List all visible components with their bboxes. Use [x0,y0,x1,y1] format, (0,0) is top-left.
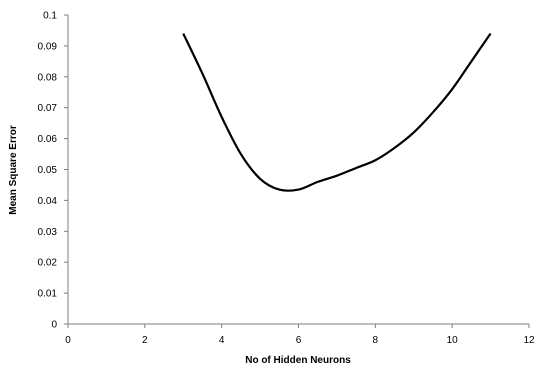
y-tick-label: 0 [51,320,57,331]
x-tick-label: 12 [523,335,535,346]
y-tick-label: 0.05 [38,165,58,176]
axes [67,15,529,325]
series-line-0 [182,32,492,192]
y-tick-label: 0.03 [38,227,58,238]
x-tick-label: 6 [296,335,302,346]
y-tick-label: 0.08 [38,72,58,83]
x-tick-label: 2 [142,335,148,346]
y-tick-label: 0.09 [38,41,58,52]
x-tick-labels: 0 2 4 6 8 10 12 [65,335,535,346]
series-layer [182,32,492,192]
y-tick-label: 0.02 [38,258,58,269]
y-axis-label: Mean Square Error [8,125,19,215]
y-tick-label: 0.06 [38,134,58,145]
y-tick-labels: 0 0.01 0.02 0.03 0.04 0.05 0.06 0.07 0.08 0.09 0.1 [38,11,58,331]
x-tick-label: 10 [447,335,459,346]
y-tick-label: 0.01 [38,289,58,300]
x-tick-label: 4 [219,335,225,346]
tick-marks [64,14,530,328]
x-tick-label: 8 [373,335,379,346]
y-tick-label: 0.1 [43,11,57,22]
y-tick-label: 0.04 [38,196,58,207]
y-tick-label: 0.07 [38,103,58,114]
x-tick-label: 0 [65,335,71,346]
x-axis-label: No of Hidden Neurons [245,355,351,366]
